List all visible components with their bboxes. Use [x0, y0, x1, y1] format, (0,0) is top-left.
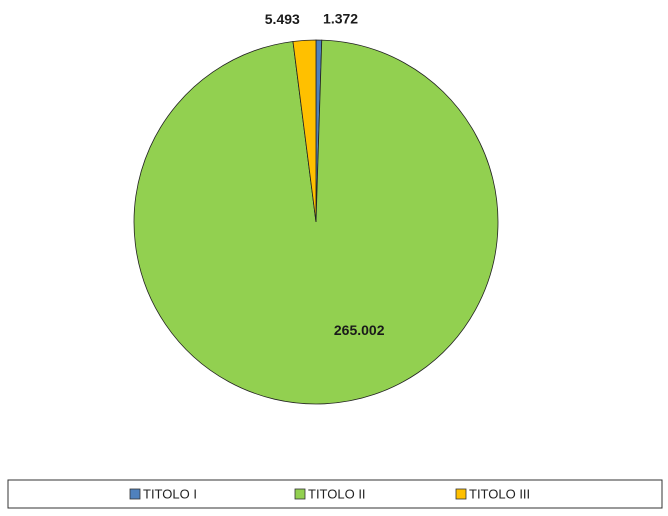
value-label: 265.002 [334, 322, 385, 338]
legend-box [7, 479, 663, 509]
legend-swatch [294, 488, 306, 500]
legend-swatch [455, 488, 467, 500]
legend-label: TITOLO I [143, 486, 197, 501]
legend-label: TITOLO II [308, 486, 366, 501]
value-label: 1.372 [323, 11, 358, 27]
pie-slice [292, 39, 317, 223]
legend-swatch [129, 488, 141, 500]
legend-label: TITOLO III [469, 486, 530, 501]
value-label: 5.493 [265, 11, 300, 27]
pie-slice [133, 39, 499, 405]
